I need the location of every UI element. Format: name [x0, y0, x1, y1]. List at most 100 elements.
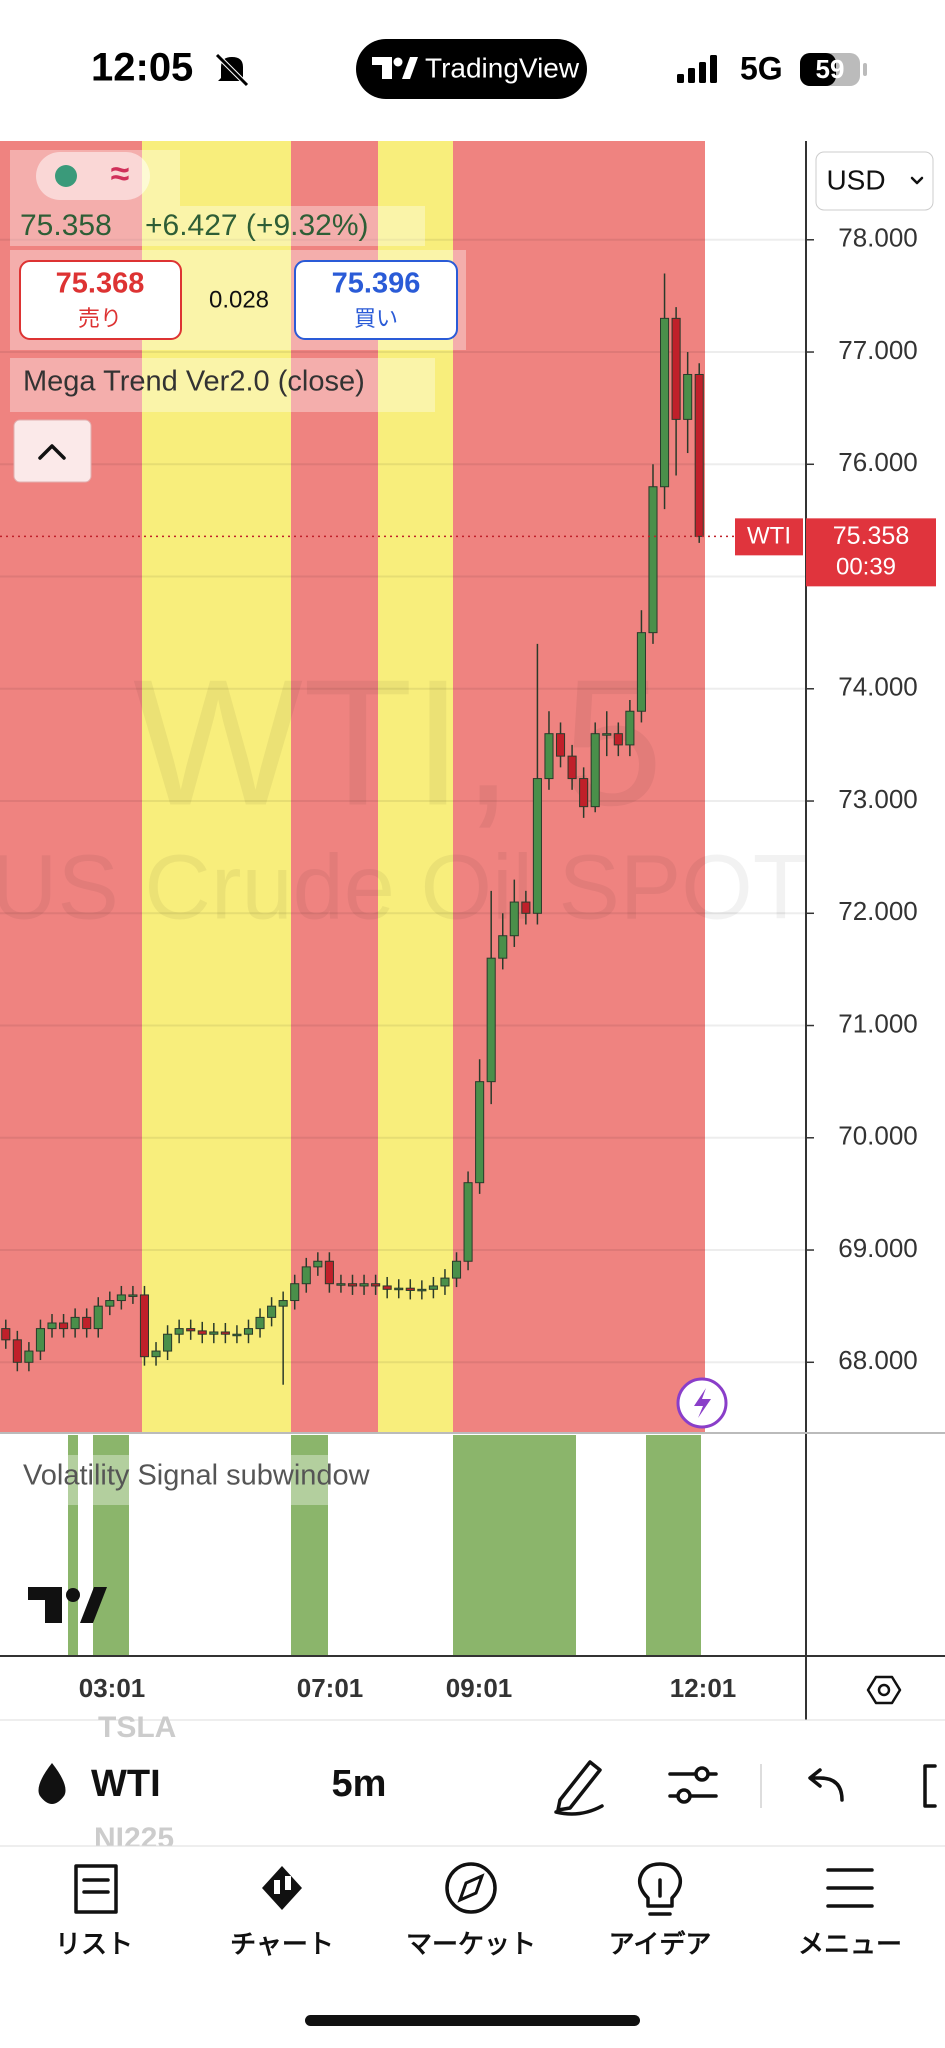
status-pill[interactable] — [36, 152, 150, 200]
candle-body — [671, 317, 681, 420]
battery-tip — [863, 63, 867, 76]
tab-label[interactable]: リスト — [55, 1929, 133, 1959]
time-label: 09:01 — [446, 1673, 513, 1703]
menu-icon — [826, 1868, 874, 1908]
candle-body — [475, 1081, 485, 1184]
price-tag — [806, 518, 936, 587]
candle-body — [544, 733, 554, 780]
candle-body — [82, 1316, 92, 1330]
home-indicator — [305, 2015, 640, 2026]
candle-body — [567, 755, 577, 780]
candle-body — [648, 486, 658, 634]
tab-label[interactable]: チャート — [230, 1929, 334, 1959]
time-label: 07:01 — [297, 1673, 364, 1703]
y-tick-label: 78.000 — [838, 223, 918, 253]
compass-needle — [457, 1873, 485, 1903]
indicators-icon[interactable] — [668, 1766, 718, 1804]
candle-body — [371, 1283, 381, 1287]
candle-body — [24, 1350, 34, 1363]
tab-label[interactable]: マーケット — [406, 1929, 536, 1959]
y-tick-label: 77.000 — [838, 335, 918, 365]
app-pill — [356, 39, 587, 99]
signal-icon — [677, 55, 717, 83]
toolbar-interval[interactable]: 5m — [332, 1763, 387, 1805]
candle-body — [613, 733, 623, 746]
subwindow-title-bg — [10, 1455, 440, 1505]
candle-body — [405, 1287, 415, 1291]
candle-body — [509, 901, 519, 937]
candle-body — [59, 1322, 69, 1330]
header-price: 75.358 — [20, 209, 112, 242]
collapse-button[interactable] — [13, 419, 92, 483]
candle-body — [394, 1287, 404, 1291]
fullscreen-icon[interactable] — [923, 1764, 937, 1808]
tab-label[interactable]: アイデア — [609, 1929, 712, 1959]
hidden-symbol: TSLA — [98, 1711, 176, 1744]
candle-body — [174, 1328, 184, 1335]
candle-body — [47, 1322, 57, 1330]
header-change: +6.427 (+9.32%) — [145, 209, 369, 242]
candle-body — [590, 733, 600, 808]
buy-label: 買い — [354, 306, 398, 331]
sell-button[interactable] — [19, 260, 182, 340]
lightning-icon — [694, 1388, 711, 1418]
candle-body — [151, 1350, 161, 1358]
tab-label[interactable]: メニュー — [798, 1929, 902, 1959]
y-tick-label: 71.000 — [838, 1008, 918, 1038]
candle-body — [521, 901, 531, 914]
candle-body — [232, 1333, 242, 1337]
price-tag-value: 75.358 — [833, 522, 909, 550]
candle-body — [139, 1294, 150, 1358]
candle-body — [93, 1305, 103, 1330]
candle-body — [163, 1333, 173, 1352]
tv-watermark-logo — [28, 1587, 107, 1623]
indicator-name[interactable]: Mega Trend Ver2.0 (close) — [23, 366, 365, 398]
status-time: 12:05 — [91, 46, 193, 90]
symbol-tag-text: WTI — [747, 523, 791, 550]
time-label: 03:01 — [79, 1673, 146, 1703]
candle-body — [220, 1331, 230, 1335]
settings-hex-dot — [877, 1683, 891, 1697]
candle-body — [313, 1260, 323, 1268]
candle-body — [128, 1294, 138, 1297]
y-tick-label: 69.000 — [838, 1233, 918, 1263]
app-name: TradingView — [425, 52, 580, 83]
approx-icon: ≈ — [111, 155, 130, 193]
market-dot — [55, 165, 77, 187]
candle-body — [451, 1260, 462, 1279]
volatility-signal — [68, 1435, 701, 1655]
candle-body — [197, 1330, 207, 1335]
candle-body — [278, 1300, 288, 1307]
price-bg — [10, 206, 425, 246]
candle-body — [12, 1339, 22, 1363]
candle-body — [1, 1328, 11, 1341]
candle-body — [498, 935, 508, 959]
y-tick-label: 72.000 — [838, 896, 918, 926]
y-tick-label: 76.000 — [838, 447, 918, 477]
price-tag-countdown: 00:39 — [836, 554, 896, 581]
candle-body — [463, 1182, 473, 1262]
indicator-bg — [10, 358, 435, 412]
idea-icon — [637, 1862, 683, 1916]
candle-body — [301, 1266, 311, 1285]
currency-button[interactable] — [815, 151, 934, 211]
battery-text: 59 — [816, 54, 845, 84]
drop-icon — [38, 1763, 66, 1804]
battery-level — [800, 53, 836, 86]
candle-body — [602, 733, 612, 736]
candle-body — [486, 957, 496, 1083]
candle-body — [359, 1283, 369, 1287]
candle-body — [660, 317, 670, 488]
y-tick-label: 70.000 — [838, 1121, 918, 1151]
draw-icon[interactable] — [554, 1760, 604, 1816]
undo-icon[interactable] — [808, 1768, 844, 1802]
candle-body — [255, 1316, 265, 1330]
toolbar-symbol[interactable]: WTI — [91, 1763, 161, 1805]
buy-button[interactable] — [294, 260, 458, 340]
settings-hex[interactable] — [866, 1675, 902, 1705]
sell-label: 売り — [78, 306, 122, 331]
subwindow-title[interactable]: Volatility Signal subwindow — [23, 1460, 371, 1492]
market-icon — [445, 1862, 497, 1914]
candle-body — [636, 632, 646, 712]
candle-body — [209, 1331, 219, 1335]
